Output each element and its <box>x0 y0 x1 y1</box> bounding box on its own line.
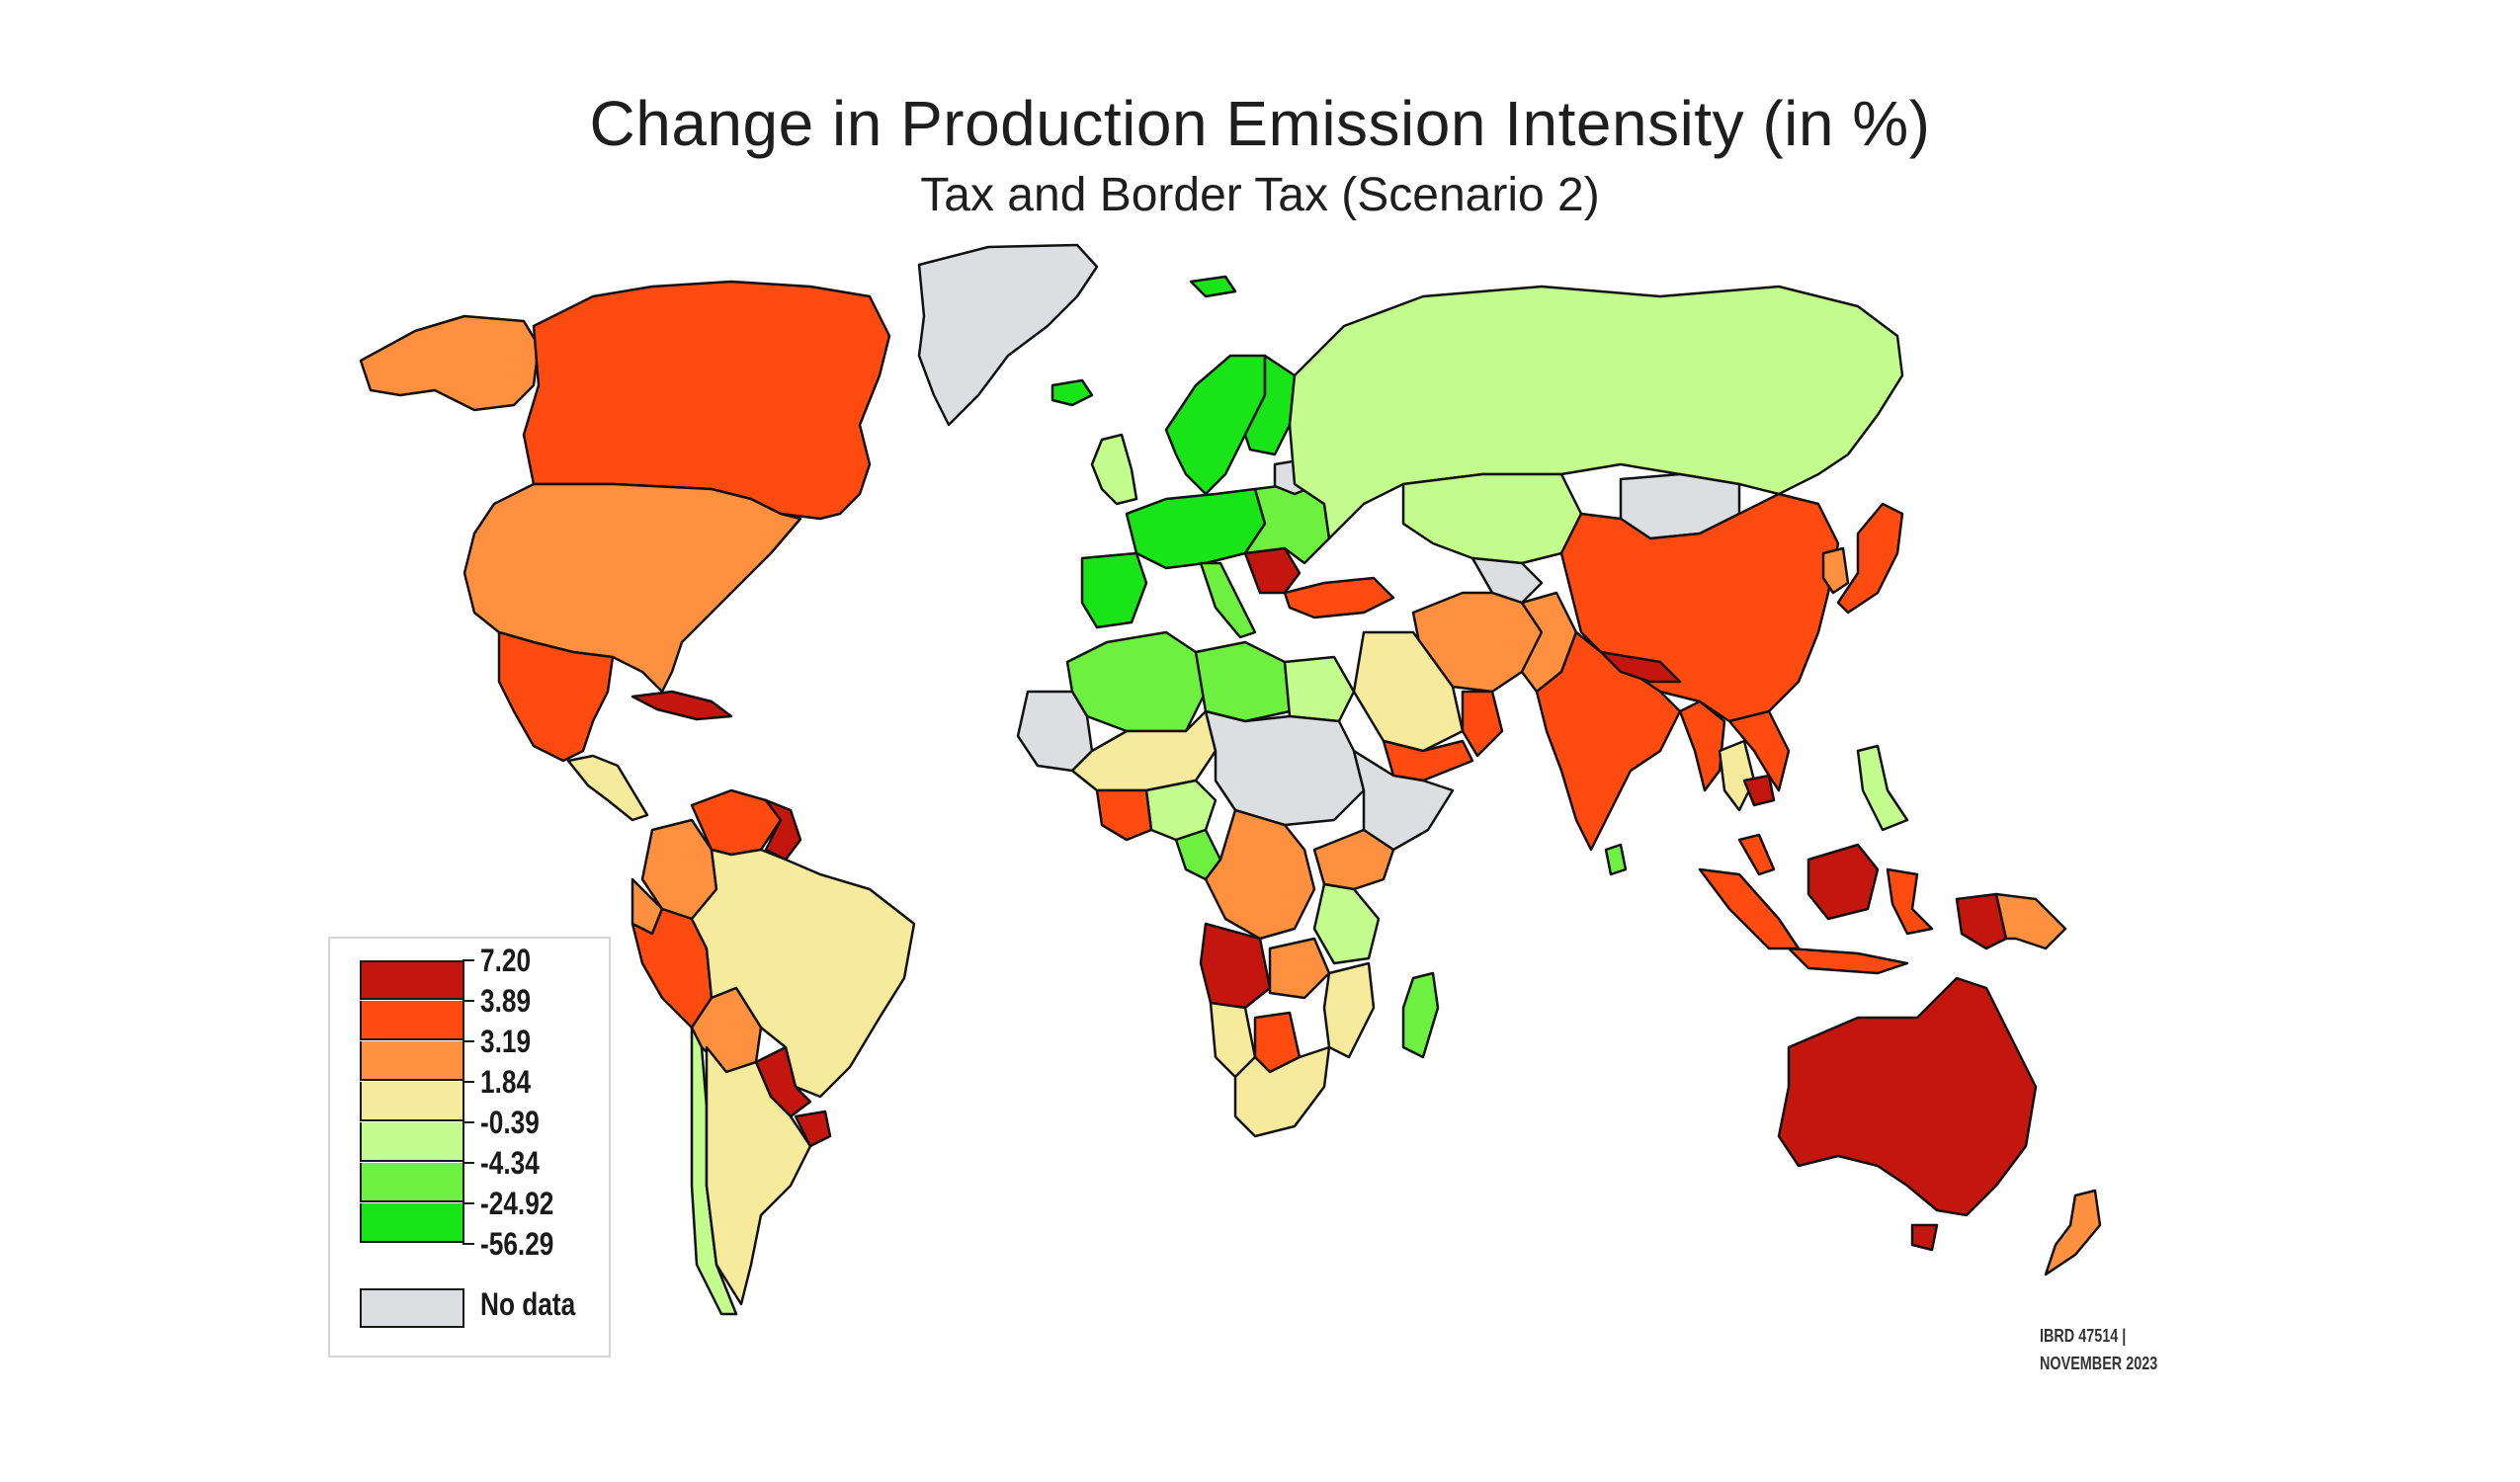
legend-tick <box>462 1081 474 1083</box>
region-kazakhstan <box>1401 472 1583 565</box>
region-nepal <box>1599 650 1682 684</box>
region-congo <box>1204 808 1316 941</box>
region-australia <box>1777 976 2038 1217</box>
legend-break-label: -24.92 <box>480 1186 554 1221</box>
region-south-africa <box>1233 1045 1331 1138</box>
region-gulf-of-guinea <box>1095 788 1153 842</box>
legend-break-label: 7.20 <box>480 943 532 978</box>
region-central-america <box>566 754 649 822</box>
region-mozambique <box>1322 961 1376 1059</box>
region-madagascar <box>1401 971 1440 1059</box>
region-vietnam <box>1727 709 1791 792</box>
region-horn-of-africa <box>1352 749 1455 852</box>
legend-swatch-c5 <box>360 1122 464 1162</box>
legend-swatch-nodata <box>360 1288 464 1328</box>
legend-swatch-c6 <box>360 1163 464 1202</box>
region-saudi-arabia <box>1352 630 1465 753</box>
region-tanzania <box>1312 882 1381 965</box>
legend-nodata-label: No data <box>480 1286 576 1322</box>
region-japan <box>1836 502 1904 615</box>
region-argentina <box>705 1045 812 1306</box>
legend-break-label: 3.19 <box>480 1024 532 1059</box>
legend-tick <box>462 1243 474 1245</box>
map-subtitle: Tax and Border Tax (Scenario 2) <box>920 169 1600 221</box>
region-svalbard <box>1189 275 1237 298</box>
region-italy <box>1199 561 1257 639</box>
region-alaska <box>359 314 541 412</box>
region-sumatra <box>1698 867 1801 950</box>
region-zambia <box>1268 937 1331 1000</box>
region-new-zealand <box>2044 1189 2102 1276</box>
credit-date: NOVEMBER 2023 <box>2040 1354 2158 1373</box>
legend-tick <box>462 1121 474 1123</box>
region-png <box>1994 892 2067 950</box>
legend-tick <box>462 1040 474 1042</box>
region-borneo <box>1806 843 1880 921</box>
legend-swatch-c2 <box>360 1001 464 1040</box>
region-philippines <box>1856 744 1909 832</box>
legend-tick <box>462 1162 474 1164</box>
region-india <box>1535 630 1682 852</box>
legend-tick <box>462 959 474 961</box>
legend-tick <box>462 1202 474 1204</box>
region-cuba <box>630 690 733 721</box>
region-oman <box>1461 690 1504 758</box>
legend-break-label: 1.84 <box>480 1064 532 1100</box>
region-korea <box>1821 546 1850 595</box>
region-myanmar <box>1678 700 1726 792</box>
region-central-asia <box>1470 556 1544 605</box>
region-papua <box>1955 892 2008 950</box>
region-malaysia <box>1737 833 1776 876</box>
legend-swatch-c7 <box>360 1203 464 1243</box>
legend-tick <box>462 1000 474 1002</box>
region-sri-lanka <box>1604 843 1628 876</box>
region-turkey <box>1283 576 1395 619</box>
region-sudan-chad <box>1204 709 1366 827</box>
legend-swatch-c1 <box>360 960 464 1000</box>
map-title: Change in Production Emission Intensity … <box>589 88 1931 159</box>
region-java <box>1787 947 1909 975</box>
region-greenland <box>917 243 1099 427</box>
region-sulawesi <box>1886 867 1934 936</box>
region-united-states <box>462 482 802 694</box>
region-iberia <box>1080 551 1148 629</box>
legend-break-label: -0.39 <box>480 1105 540 1140</box>
region-tasmania <box>1910 1223 1939 1252</box>
region-mexico <box>497 630 615 763</box>
legend: 7.20 3.89 3.19 1.84 -0.39 -4.34 -24.92 -56.29 N… <box>328 937 611 1358</box>
credit-id: IBRD 47514 | <box>2040 1326 2127 1346</box>
region-western-europe <box>1125 487 1267 570</box>
region-iceland <box>1050 378 1094 407</box>
region-cambodia <box>1742 774 1776 807</box>
legend-break-label: -56.29 <box>480 1226 554 1262</box>
region-chile <box>690 1026 738 1316</box>
region-brazil <box>690 848 916 1099</box>
region-egypt <box>1283 655 1356 723</box>
legend-swatch-c4 <box>360 1082 464 1121</box>
region-libya <box>1194 640 1292 723</box>
legend-swatch-c3 <box>360 1041 464 1081</box>
region-uruguay <box>794 1110 832 1148</box>
legend-break-label: -4.34 <box>480 1145 540 1181</box>
region-thailand <box>1718 739 1756 812</box>
region-ireland-uk <box>1090 433 1138 506</box>
region-balkans <box>1243 546 1302 595</box>
legend-break-label: 3.89 <box>480 983 532 1019</box>
